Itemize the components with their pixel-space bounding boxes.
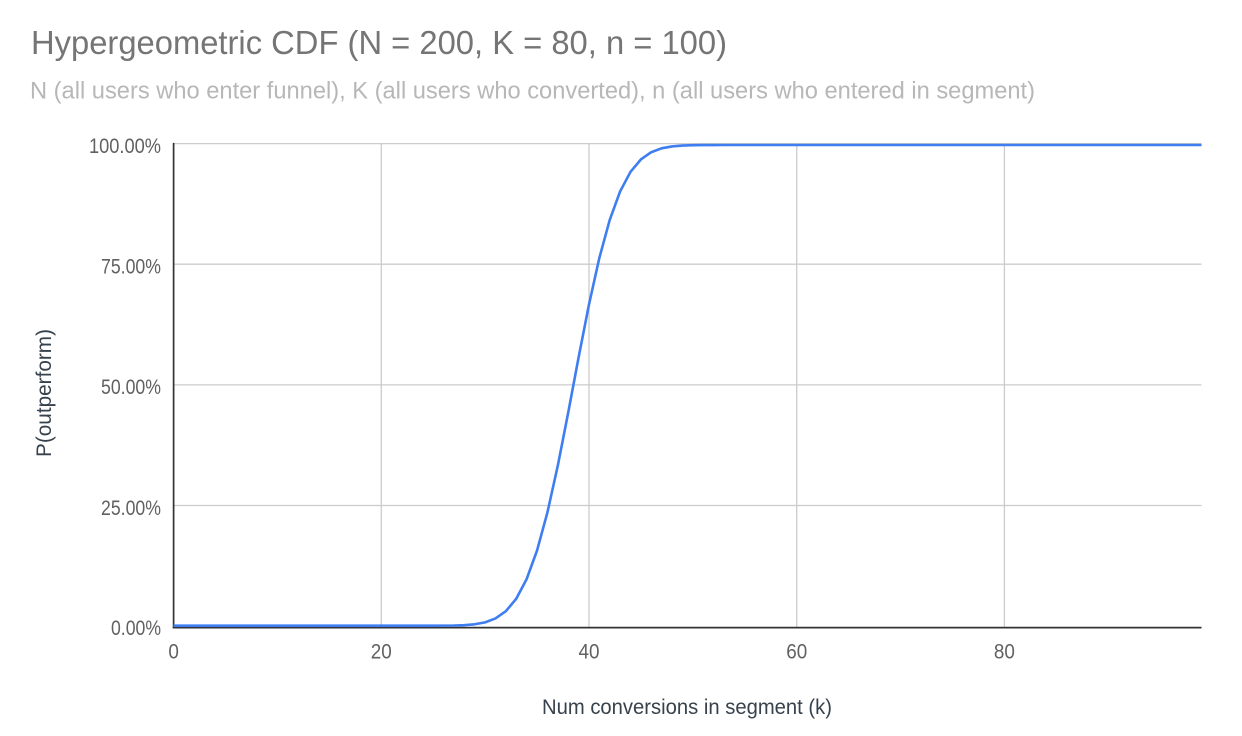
svg-text:80: 80	[994, 641, 1015, 664]
svg-text:75.00%: 75.00%	[101, 256, 161, 279]
svg-text:P(outperform): P(outperform)	[33, 329, 56, 457]
svg-text:60: 60	[786, 641, 807, 664]
svg-text:0.00%: 0.00%	[111, 617, 161, 640]
svg-text:20: 20	[371, 641, 392, 664]
svg-text:40: 40	[579, 641, 600, 664]
svg-text:100.00%: 100.00%	[89, 135, 161, 158]
svg-text:Hypergeometric CDF (N = 200, K: Hypergeometric CDF (N = 200, K = 80, n =…	[31, 24, 727, 61]
svg-text:50.00%: 50.00%	[101, 376, 161, 399]
svg-text:0: 0	[168, 641, 179, 664]
svg-text:25.00%: 25.00%	[101, 497, 161, 520]
svg-text:N (all users who enter funnel): N (all users who enter funnel), K (all u…	[30, 77, 1035, 104]
svg-text:Num conversions in segment (k): Num conversions in segment (k)	[542, 696, 832, 719]
